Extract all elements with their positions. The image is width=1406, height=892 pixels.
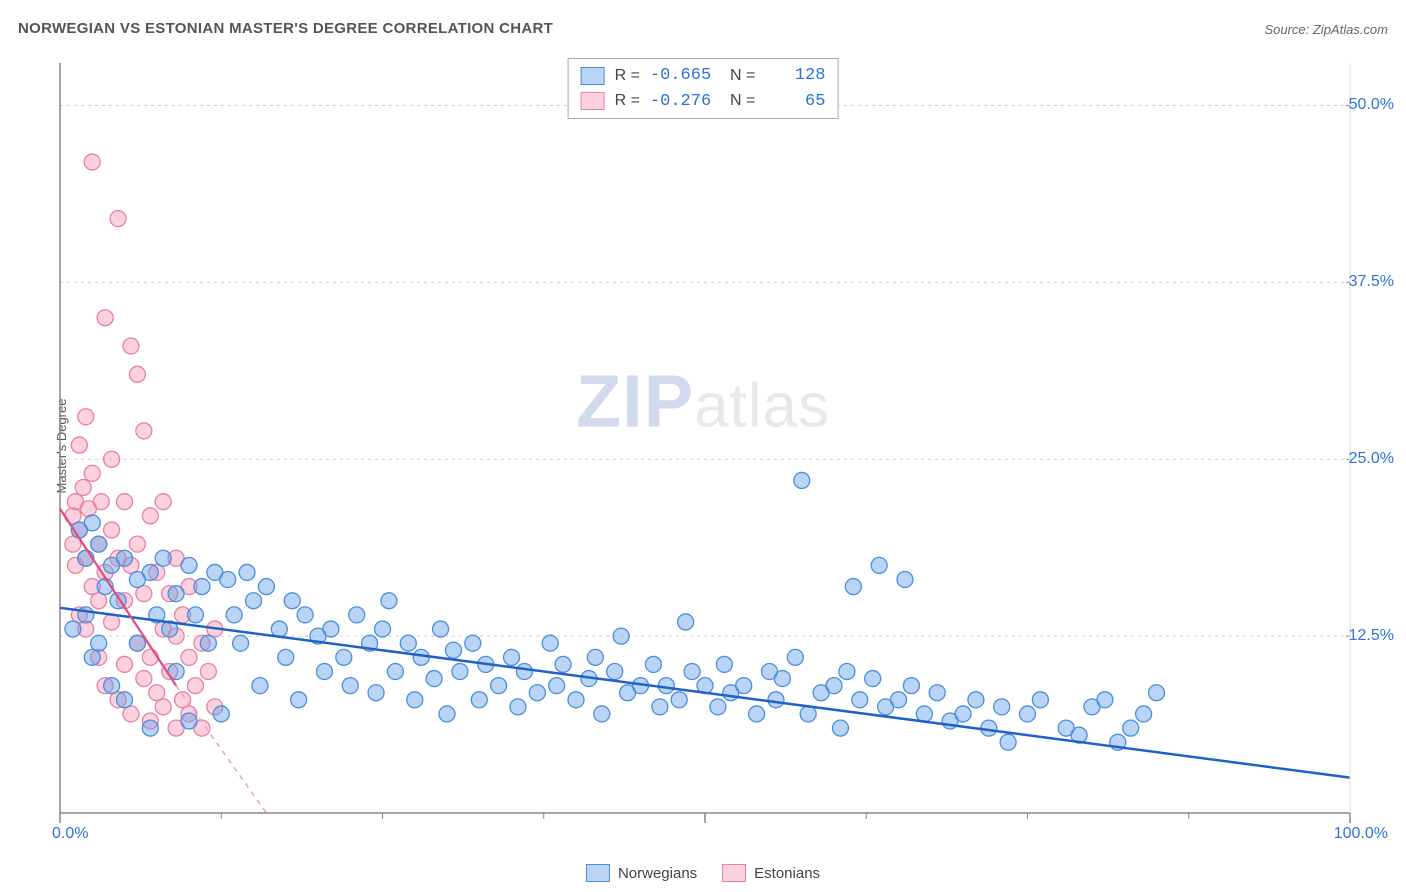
ytick-label: 25.0% (1349, 450, 1394, 468)
legend-item-estonians: Estonians (722, 864, 820, 882)
stats-row-estonians: R = -0.276 N = 65 (581, 89, 826, 115)
r-value-estonians: -0.276 (650, 89, 711, 115)
n-value-norwegians: 128 (765, 63, 825, 89)
source-link[interactable]: ZipAtlas.com (1313, 22, 1388, 37)
series-legend: Norwegians Estonians (586, 864, 820, 882)
legend-label-norwegians: Norwegians (618, 865, 697, 882)
source-label: Source: (1264, 22, 1312, 37)
swatch-norwegians (586, 864, 610, 882)
r-value-norwegians: -0.665 (650, 63, 711, 89)
swatch-estonians (581, 92, 605, 110)
n-label: N = (721, 64, 755, 88)
legend-label-estonians: Estonians (754, 865, 820, 882)
swatch-estonians (722, 864, 746, 882)
n-value-estonians: 65 (765, 89, 825, 115)
xtick-label-left: 0.0% (52, 825, 88, 843)
stats-legend: R = -0.665 N = 128 R = -0.276 N = 65 (568, 58, 839, 119)
swatch-norwegians (581, 67, 605, 85)
ytick-label: 37.5% (1349, 273, 1394, 291)
r-label: R = (615, 89, 640, 113)
ytick-label: 12.5% (1349, 627, 1394, 645)
r-label: R = (615, 64, 640, 88)
stats-row-norwegians: R = -0.665 N = 128 (581, 63, 826, 89)
ytick-label: 50.0% (1349, 96, 1394, 114)
chart-title: NORWEGIAN VS ESTONIAN MASTER'S DEGREE CO… (18, 20, 553, 37)
n-label: N = (721, 89, 755, 113)
xtick-label-right: 100.0% (1334, 825, 1388, 843)
legend-item-norwegians: Norwegians (586, 864, 697, 882)
chart-area (50, 45, 1370, 845)
source-credit: Source: ZipAtlas.com (1264, 22, 1388, 37)
scatter-plot (50, 45, 1370, 845)
